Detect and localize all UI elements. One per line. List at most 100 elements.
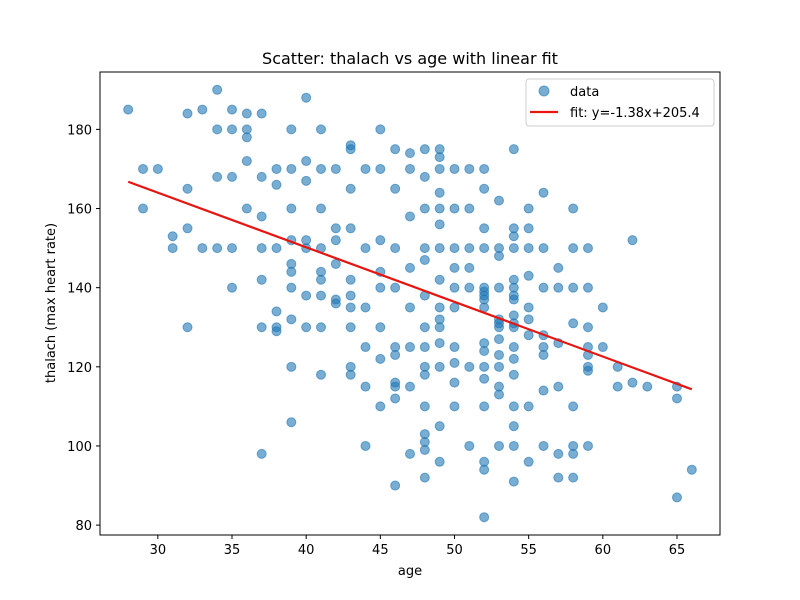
data-point bbox=[271, 326, 282, 337]
y-axis-title: thalach (max heart rate) bbox=[44, 223, 59, 383]
data-point bbox=[553, 262, 564, 273]
data-point bbox=[286, 417, 297, 428]
data-point bbox=[479, 361, 490, 372]
data-point bbox=[479, 401, 490, 412]
data-point bbox=[271, 179, 282, 190]
data-point bbox=[434, 163, 445, 174]
y-tick-label: 140 bbox=[67, 282, 92, 297]
data-point bbox=[508, 401, 519, 412]
data-point bbox=[182, 183, 193, 194]
data-point bbox=[419, 243, 430, 254]
data-point bbox=[568, 472, 579, 483]
data-point bbox=[568, 203, 579, 214]
data-point bbox=[286, 266, 297, 277]
data-point bbox=[523, 401, 534, 412]
data-point bbox=[360, 302, 371, 313]
data-point bbox=[464, 163, 475, 174]
y-axis: 80 100 120 140 160 180 bbox=[67, 123, 100, 534]
data-point bbox=[479, 163, 490, 174]
data-point bbox=[390, 144, 401, 155]
data-point bbox=[256, 322, 267, 333]
data-point bbox=[419, 322, 430, 333]
data-point bbox=[419, 342, 430, 353]
data-point bbox=[241, 132, 252, 143]
data-point bbox=[494, 195, 504, 206]
data-point bbox=[316, 203, 326, 214]
data-point bbox=[449, 342, 460, 353]
data-point bbox=[494, 389, 504, 400]
data-point bbox=[479, 345, 490, 356]
data-point bbox=[508, 342, 519, 353]
data-point bbox=[508, 421, 519, 432]
x-tick-label: 65 bbox=[669, 543, 686, 558]
x-tick-label: 30 bbox=[150, 543, 167, 558]
data-point bbox=[316, 163, 326, 174]
data-point bbox=[345, 183, 356, 194]
data-point bbox=[419, 472, 430, 483]
data-point bbox=[405, 211, 415, 222]
x-axis-title: age bbox=[398, 564, 422, 579]
data-point bbox=[449, 243, 460, 254]
x-tick-label: 35 bbox=[224, 543, 241, 558]
data-point bbox=[597, 302, 608, 313]
data-point bbox=[523, 203, 534, 214]
data-point bbox=[182, 223, 193, 234]
data-point bbox=[182, 108, 193, 119]
data-point bbox=[301, 92, 312, 103]
data-point bbox=[508, 476, 519, 487]
data-point bbox=[227, 243, 238, 254]
data-point bbox=[123, 104, 134, 115]
data-point bbox=[375, 401, 386, 412]
data-point bbox=[553, 282, 564, 293]
data-point bbox=[568, 243, 579, 254]
y-tick-label: 120 bbox=[67, 361, 92, 376]
data-point bbox=[390, 183, 401, 194]
data-point bbox=[138, 203, 149, 214]
data-point bbox=[449, 262, 460, 273]
fit-line-layer bbox=[127, 180, 693, 391]
data-point bbox=[360, 243, 371, 254]
data-point bbox=[405, 163, 415, 174]
data-point bbox=[316, 274, 326, 285]
data-point bbox=[345, 322, 356, 333]
scatter-points bbox=[123, 84, 697, 523]
data-point bbox=[582, 322, 593, 333]
data-point bbox=[627, 377, 638, 388]
data-point bbox=[301, 322, 312, 333]
data-point bbox=[464, 440, 475, 451]
data-point bbox=[419, 369, 430, 380]
data-point bbox=[538, 349, 549, 360]
x-tick-label: 45 bbox=[372, 543, 389, 558]
data-point bbox=[286, 282, 297, 293]
data-point bbox=[419, 203, 430, 214]
data-point bbox=[345, 369, 356, 380]
data-point bbox=[390, 381, 401, 392]
data-point bbox=[479, 243, 490, 254]
data-point bbox=[330, 258, 341, 269]
data-point bbox=[227, 104, 238, 115]
data-point bbox=[405, 381, 415, 392]
data-point bbox=[449, 401, 460, 412]
data-point bbox=[582, 282, 593, 293]
data-point bbox=[390, 282, 401, 293]
data-point bbox=[449, 282, 460, 293]
data-point bbox=[523, 270, 534, 281]
data-point bbox=[360, 342, 371, 353]
data-point bbox=[508, 243, 519, 254]
chart-title: Scatter: thalach vs age with linear fit bbox=[262, 49, 558, 68]
data-point bbox=[464, 203, 475, 214]
plot-frame bbox=[99, 71, 721, 536]
data-point bbox=[212, 171, 223, 182]
data-point bbox=[627, 235, 638, 246]
data-point bbox=[434, 152, 445, 163]
data-point bbox=[508, 294, 519, 305]
data-point bbox=[479, 512, 490, 523]
data-point bbox=[271, 243, 282, 254]
data-point bbox=[182, 322, 193, 333]
data-point bbox=[241, 108, 252, 119]
data-point bbox=[286, 203, 297, 214]
data-point bbox=[434, 219, 445, 230]
data-point bbox=[508, 231, 519, 242]
data-point bbox=[538, 440, 549, 451]
data-point bbox=[286, 163, 297, 174]
